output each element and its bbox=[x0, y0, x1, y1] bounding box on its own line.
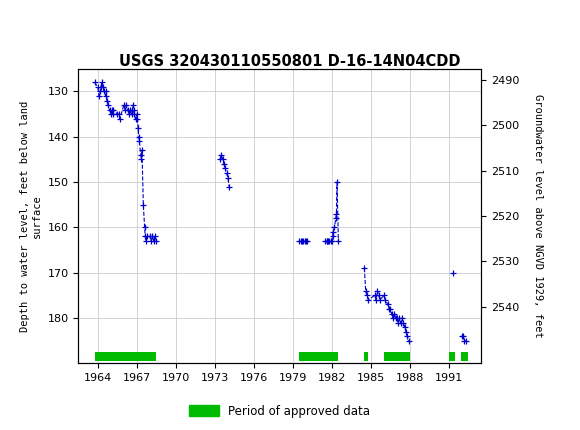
Bar bbox=[364, 353, 368, 361]
Text: USGS 320430110550801 D-16-14N04CDD: USGS 320430110550801 D-16-14N04CDD bbox=[119, 54, 461, 69]
Y-axis label: Depth to water level, feet below land
surface: Depth to water level, feet below land su… bbox=[20, 101, 42, 332]
Bar bbox=[449, 353, 455, 361]
Legend: Period of approved data: Period of approved data bbox=[184, 400, 375, 422]
Bar bbox=[384, 353, 410, 361]
Polygon shape bbox=[6, 4, 23, 36]
Y-axis label: Groundwater level above NGVD 1929, feet: Groundwater level above NGVD 1929, feet bbox=[534, 94, 543, 338]
Text: █: █ bbox=[9, 9, 28, 34]
Bar bbox=[461, 353, 469, 361]
Bar bbox=[299, 353, 338, 361]
Bar bbox=[95, 353, 157, 361]
Text: USGS: USGS bbox=[32, 14, 87, 31]
